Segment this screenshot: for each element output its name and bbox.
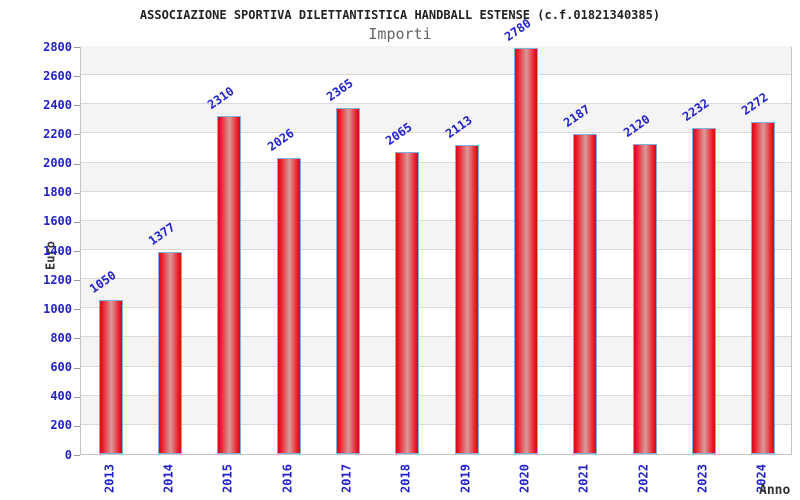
y-tick-label: 2200 — [43, 126, 72, 141]
bar — [573, 134, 598, 454]
y-tick-mark — [74, 251, 80, 252]
bar-value-label: 2365 — [323, 76, 356, 105]
x-tick-label: 2016 — [280, 463, 295, 493]
gridline — [81, 103, 791, 105]
plot-band — [81, 162, 791, 192]
y-tick-mark — [74, 105, 80, 107]
y-tick-label: 2000 — [43, 156, 72, 171]
x-tick-label: 2021 — [576, 463, 591, 493]
y-tick-label: 2800 — [43, 39, 72, 54]
y-tick-mark — [74, 396, 80, 398]
x-tick-label: 2014 — [161, 463, 176, 493]
x-tick-label: 2013 — [102, 463, 117, 493]
plot-band — [81, 279, 791, 309]
gridline — [81, 219, 791, 221]
x-tick-label: 2015 — [220, 463, 235, 493]
plot-band — [81, 395, 791, 425]
y-tick-mark — [74, 280, 80, 282]
gridline — [81, 161, 791, 163]
y-tick-mark — [74, 47, 80, 48]
gridline — [81, 249, 791, 250]
gridline — [81, 190, 791, 192]
y-tick-mark — [74, 367, 80, 369]
y-tick-label: 600 — [50, 360, 72, 375]
y-tick-label: 1600 — [43, 214, 72, 229]
bar — [454, 145, 479, 454]
plot-band — [81, 337, 791, 367]
x-tick-label: 2019 — [458, 463, 473, 493]
x-axis-title: Anno — [759, 483, 791, 498]
bar — [98, 300, 123, 454]
gridline — [81, 132, 791, 134]
y-tick-mark — [74, 163, 80, 165]
chart-subtitle: Importi — [368, 25, 432, 43]
y-tick-mark — [74, 425, 80, 427]
gridline — [81, 278, 791, 280]
gridline — [81, 336, 791, 338]
bar — [217, 116, 242, 454]
y-tick-label: 1800 — [43, 185, 72, 200]
y-tick-label: 2600 — [43, 68, 72, 83]
y-tick-mark — [74, 134, 80, 136]
plot-area: 1050 1377 2310 2026 2365 2065 2113 2780 2187 2120… — [80, 16, 792, 455]
bar — [692, 127, 716, 454]
y-tick-mark — [74, 76, 80, 78]
plot-band — [81, 46, 791, 76]
y-tick-label: 1000 — [43, 301, 72, 316]
y-tick-mark — [74, 309, 80, 311]
bar — [751, 121, 776, 454]
y-tick-label: 200 — [50, 418, 72, 433]
x-tick-label: 2022 — [636, 463, 651, 493]
y-tick-mark — [74, 221, 80, 223]
bar — [158, 252, 182, 454]
y-tick-mark — [74, 338, 80, 340]
x-tick-label: 2018 — [398, 463, 413, 493]
y-tick-mark — [74, 455, 80, 456]
x-tick-label: 2020 — [517, 463, 532, 493]
gridline — [81, 365, 791, 367]
y-tick-label: 1400 — [43, 243, 72, 258]
bar — [514, 47, 538, 454]
gridline — [81, 394, 791, 396]
y-tick-label: 1200 — [43, 272, 72, 287]
bar — [395, 152, 420, 454]
gridline — [81, 423, 791, 425]
y-tick-label: 800 — [50, 330, 72, 345]
bar — [276, 157, 301, 454]
y-tick-label: 400 — [50, 389, 72, 404]
y-tick-label: 2400 — [43, 97, 72, 112]
bar — [336, 108, 360, 454]
x-tick-label: 2017 — [339, 463, 354, 493]
gridline — [81, 74, 791, 76]
bar — [632, 144, 657, 454]
y-tick-mark — [74, 192, 80, 194]
x-tick-label: 2023 — [695, 463, 710, 493]
plot-band — [81, 104, 791, 134]
chart-title: ASSOCIAZIONE SPORTIVA DILETTANTISTICA HA… — [139, 8, 661, 22]
plot-band — [81, 220, 791, 250]
y-tick-label: 0 — [64, 447, 72, 462]
gridline — [81, 307, 791, 309]
